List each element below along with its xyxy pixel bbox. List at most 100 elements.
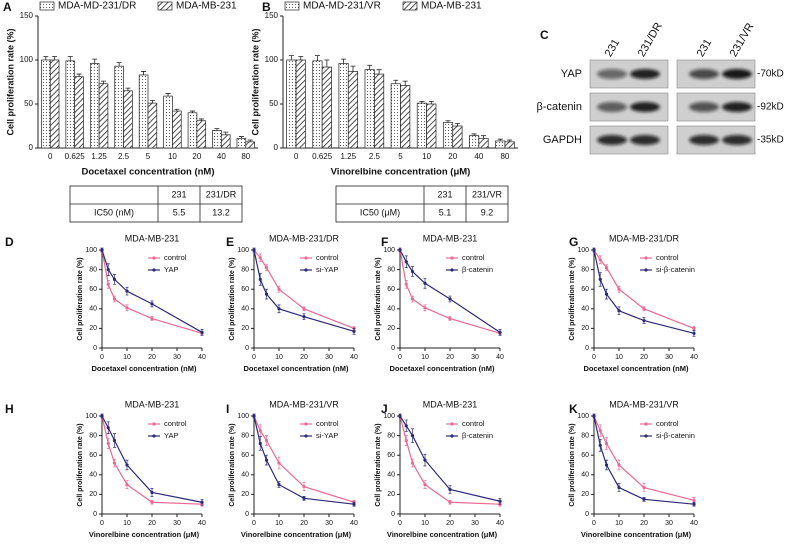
y-tick-label: 0 [29, 143, 34, 152]
x-tick-label: 40 [198, 520, 206, 527]
y-axis-label: Cell proliferation rate (%) [5, 28, 15, 135]
y-tick-label: 0 [585, 511, 589, 518]
error-bar [471, 133, 477, 136]
point [100, 414, 104, 418]
bar [321, 66, 332, 149]
blot-band [630, 102, 660, 112]
y-tick-label: 80 [89, 432, 97, 439]
legend-marker [304, 422, 308, 426]
legend-marker [152, 434, 156, 438]
lane-label: 231 [603, 37, 623, 59]
x-axis-label: Docetaxel concentration (nM) [81, 167, 214, 178]
bar [374, 73, 385, 149]
error-bar [174, 108, 180, 112]
y-tick-label: 100 [577, 413, 589, 420]
x-tick-label: 30 [173, 354, 181, 361]
point [423, 483, 427, 487]
x-tick-label: 20 [448, 152, 457, 161]
point [404, 438, 408, 443]
x-tick-label: 20 [640, 354, 648, 361]
point [410, 461, 415, 465]
point [604, 266, 609, 270]
legend-marker [450, 268, 454, 272]
x-tick-label: 30 [665, 520, 673, 527]
point [598, 443, 602, 447]
y-tick-label: 50 [24, 99, 33, 108]
point [642, 485, 646, 490]
point [258, 441, 262, 446]
bar [426, 103, 437, 149]
panel-label: K [569, 402, 578, 416]
blot-band [689, 102, 719, 112]
x-tick-label: 20 [148, 520, 156, 527]
y-tick-label: 0 [245, 511, 249, 518]
error-bar [341, 58, 347, 64]
point [404, 260, 408, 264]
y-axis-label: Cell proliferation rate (%) [229, 423, 236, 506]
point [252, 248, 256, 252]
x-tick-label: 20 [300, 520, 308, 527]
point [106, 441, 110, 446]
chart-title: MDA-MB-231/VR [609, 399, 679, 409]
y-tick-label: 40 [89, 306, 97, 313]
point [277, 287, 281, 291]
panel-label: B [262, 0, 271, 14]
legend-marker [304, 268, 308, 272]
line [253, 415, 355, 503]
error-bar [393, 79, 399, 84]
y-axis-label: Cell proliferation rate (%) [569, 257, 576, 340]
error-bar [52, 56, 58, 60]
point [277, 307, 281, 311]
x-tick-label: 40 [690, 354, 698, 361]
y-tick-label: 80 [241, 432, 249, 439]
legend-label: MDA-MD-231/DR [58, 1, 136, 12]
point [264, 458, 269, 462]
x-tick-label: 10 [275, 354, 283, 361]
point [112, 461, 117, 465]
y-tick-label: 80 [581, 432, 589, 439]
x-axis-label: Docetaxel concentration (nM) [389, 364, 495, 373]
x-tick-label: 0 [252, 520, 256, 527]
panel-label: C [540, 28, 549, 42]
y-tick-label: 100 [85, 247, 97, 254]
panel-label: I [226, 402, 229, 416]
point [423, 458, 427, 462]
error-bar [445, 120, 451, 123]
point [423, 281, 427, 285]
bar [172, 110, 182, 149]
point [410, 297, 415, 301]
point [604, 463, 609, 467]
point [352, 329, 356, 333]
point [200, 330, 204, 334]
point [604, 292, 609, 296]
x-tick-label: 10 [168, 152, 177, 161]
x-tick-label: 80 [500, 152, 509, 161]
bar [98, 83, 109, 149]
point [642, 307, 646, 311]
y-tick-label: 40 [241, 306, 249, 313]
y-tick-label: 60 [241, 452, 249, 459]
legend-label: control [164, 419, 187, 428]
x-tick-label: 0 [48, 152, 53, 161]
point [598, 429, 602, 433]
y-tick-label: 100 [383, 413, 395, 420]
line [399, 249, 501, 334]
chart-title: MDA-MB-231 [125, 399, 180, 409]
error-bar [481, 135, 487, 139]
bar [245, 141, 255, 149]
point [617, 287, 621, 291]
point [448, 297, 452, 301]
line [593, 415, 695, 505]
error-bar [141, 71, 147, 75]
x-axis-label: Docetaxel concentration (nM) [91, 364, 197, 373]
bar [41, 59, 51, 149]
bar [478, 137, 489, 149]
y-tick-label: 20 [581, 491, 589, 498]
protein-label: YAP [561, 68, 582, 80]
bar [163, 95, 173, 149]
x-tick-label: 1.25 [340, 152, 356, 161]
point [125, 306, 129, 310]
point [398, 414, 402, 418]
x-tick-label: 0 [294, 152, 299, 161]
error-bar [497, 138, 503, 141]
